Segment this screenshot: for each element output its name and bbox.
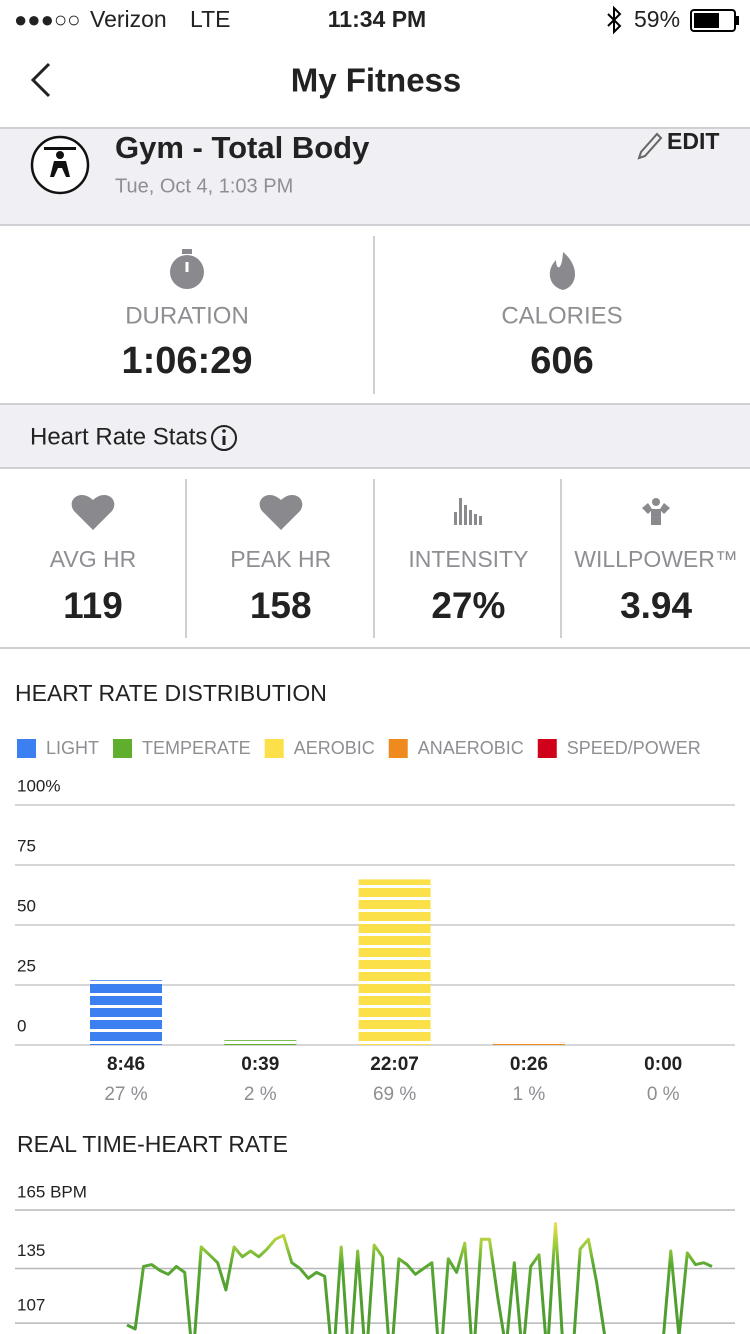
duration-label: 22:07 (370, 1054, 419, 1075)
signal: ●●●○○ (14, 7, 80, 32)
edit-icon[interactable] (637, 132, 663, 160)
legend-swatch (17, 739, 36, 758)
charts: HEART RATE DISTRIBUTION LIGHT TEMPERATE AER… (15, 680, 735, 1334)
workout-title: Gym - Total Body (115, 130, 370, 165)
hr-label: WILLPOWER™ (574, 546, 738, 572)
stat-label: CALORIES (501, 302, 622, 329)
y-tick-label: 75 (17, 836, 36, 855)
bar-stripes (90, 980, 162, 1045)
stat-value: 1:06:29 (122, 340, 253, 382)
percent-label: 2 % (244, 1084, 277, 1105)
bar-stripes (492, 1042, 565, 1045)
bar-stripes (224, 1040, 297, 1045)
y-tick-label: 25 (17, 956, 36, 975)
chart-title: HEART RATE DISTRIBUTION (15, 680, 327, 706)
hr-label: PEAK HR (230, 546, 331, 572)
legend-swatch (264, 739, 284, 758)
heart-icon (259, 495, 303, 530)
legend-swatch (113, 739, 133, 758)
info-icon[interactable] (211, 425, 237, 451)
duration-label: 0:26 (510, 1054, 548, 1075)
back-button[interactable] (30, 62, 51, 98)
y-tick-label: 0 (17, 1016, 26, 1035)
stat-label: DURATION (125, 302, 249, 329)
duration-label: 0:39 (241, 1054, 279, 1075)
percent-label: 27 % (104, 1084, 147, 1105)
workout-band (0, 128, 750, 225)
percent-label: 69 % (373, 1084, 416, 1105)
flame-icon (549, 252, 576, 290)
legend-swatch (537, 739, 557, 758)
legend-swatch (388, 739, 408, 758)
y-tick-label: 135 (17, 1241, 45, 1260)
battery-icon (690, 9, 736, 32)
willpower-icon (642, 498, 670, 525)
edit-button[interactable]: EDIT (667, 128, 719, 154)
carrier: Verizon (90, 6, 167, 32)
y-tick-label: 107 (17, 1296, 45, 1315)
percent-label: 0 % (647, 1084, 680, 1105)
weightlifter (44, 147, 76, 177)
info-glyph (222, 436, 226, 445)
legend-label: SPEED/POWER (567, 738, 701, 758)
chart-title: REAL TIME-HEART RATE (17, 1131, 288, 1157)
stat-value: 606 (530, 340, 593, 382)
page-title: My Fitness (291, 62, 462, 99)
clock: 11:34 PM (328, 6, 426, 32)
duration-label: 0:00 (644, 1054, 682, 1075)
info-glyph (222, 429, 226, 433)
hr-value: 27% (431, 585, 505, 626)
duration-label: 8:46 (107, 1054, 145, 1075)
y-tick-label: 100% (17, 776, 60, 795)
bluetooth-icon (607, 5, 622, 35)
battery-tip (736, 16, 739, 25)
workout-date: Tue, Oct 4, 1:03 PM (115, 175, 293, 197)
hr-value: 3.94 (620, 585, 692, 626)
network: LTE (190, 6, 230, 32)
hr-label: INTENSITY (408, 546, 528, 572)
legend-label: AEROBIC (294, 738, 375, 758)
intensity-icon (454, 498, 482, 525)
y-tick-label: 50 (17, 896, 36, 915)
hr-line (126, 1222, 713, 1334)
hr-value: 119 (63, 585, 123, 626)
hr-band (0, 405, 750, 468)
hr-value: 158 (250, 585, 312, 626)
bar-stripes (358, 879, 431, 1045)
hr-stats-title: Heart Rate Stats (30, 423, 207, 450)
legend-label: TEMPERATE (142, 738, 251, 758)
legend-label: ANAEROBIC (418, 738, 524, 758)
y-tick-label: 165 BPM (17, 1182, 87, 1201)
legend-label: LIGHT (46, 738, 99, 758)
percent-label: 1 % (513, 1084, 546, 1105)
heart-icon (71, 495, 115, 530)
battery-percent: 59% (634, 6, 680, 32)
hr-label: AVG HR (50, 546, 136, 572)
battery-level (694, 13, 719, 28)
